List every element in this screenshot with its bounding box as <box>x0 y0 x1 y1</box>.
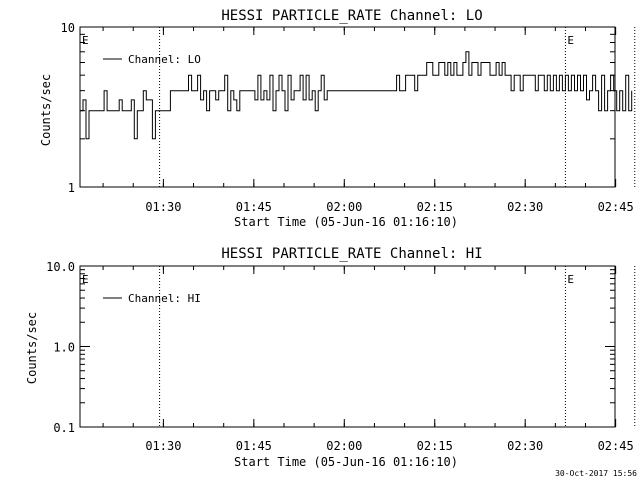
series-line-lo <box>80 51 633 140</box>
plot-frame <box>79 26 616 188</box>
y-tick-label: 1 <box>68 181 75 195</box>
y-tick-label: 1.0 <box>53 341 75 355</box>
x-axis-label: Start Time (05-Jun-16 01:16:10) <box>234 215 458 229</box>
x-tick-label: 01:45 <box>236 439 272 453</box>
event-marker-label: E <box>82 34 89 47</box>
y-tick-label: 0.1 <box>53 421 75 435</box>
x-tick-label: 01:30 <box>145 439 181 453</box>
x-tick-label: 02:15 <box>417 200 453 214</box>
x-tick-label: 02:45 <box>598 200 634 214</box>
event-marker-label: E <box>567 34 574 47</box>
y-tick-label: 10 <box>61 21 75 35</box>
legend: Channel: HI <box>103 292 201 305</box>
panel-hi: HESSI PARTICLE_RATE Channel: HI Counts/s… <box>25 246 636 469</box>
x-tick-label: 02:15 <box>417 439 453 453</box>
legend: Channel: LO <box>103 53 201 66</box>
x-tick-label: 01:45 <box>236 200 272 214</box>
x-tick-label: 02:45 <box>598 439 634 453</box>
event-marker-label: E <box>82 273 89 286</box>
legend-entry: Channel: HI <box>128 292 201 305</box>
event-marker-label: E <box>567 273 574 286</box>
chart-title: HESSI PARTICLE_RATE Channel: LO <box>221 8 482 24</box>
x-tick-label: 02:00 <box>326 439 362 453</box>
plot-frame <box>79 265 616 428</box>
panel-lo: HESSI PARTICLE_RATE Channel: LO Counts/s… <box>39 8 636 229</box>
x-tick-label: 02:30 <box>507 200 543 214</box>
y-axis-label: Counts/sec <box>39 74 53 146</box>
x-tick-label: 02:30 <box>507 439 543 453</box>
y-axis-label: Counts/sec <box>25 312 39 384</box>
x-tick-label: 02:00 <box>326 200 362 214</box>
x-axis-label: Start Time (05-Jun-16 01:16:10) <box>234 455 458 469</box>
y-tick-label: 10.0 <box>46 260 75 274</box>
legend-entry: Channel: LO <box>128 53 201 66</box>
chart-title: HESSI PARTICLE_RATE Channel: HI <box>221 246 482 262</box>
x-tick-label: 01:30 <box>145 200 181 214</box>
footer-timestamp: 30-Oct-2017 15:56 <box>555 469 637 478</box>
